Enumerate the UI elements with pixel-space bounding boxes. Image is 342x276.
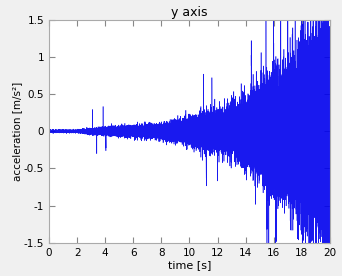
Y-axis label: acceleration [m/s²]: acceleration [m/s²] <box>12 82 22 181</box>
Title: y axis: y axis <box>171 6 208 18</box>
X-axis label: time [s]: time [s] <box>168 261 211 270</box>
